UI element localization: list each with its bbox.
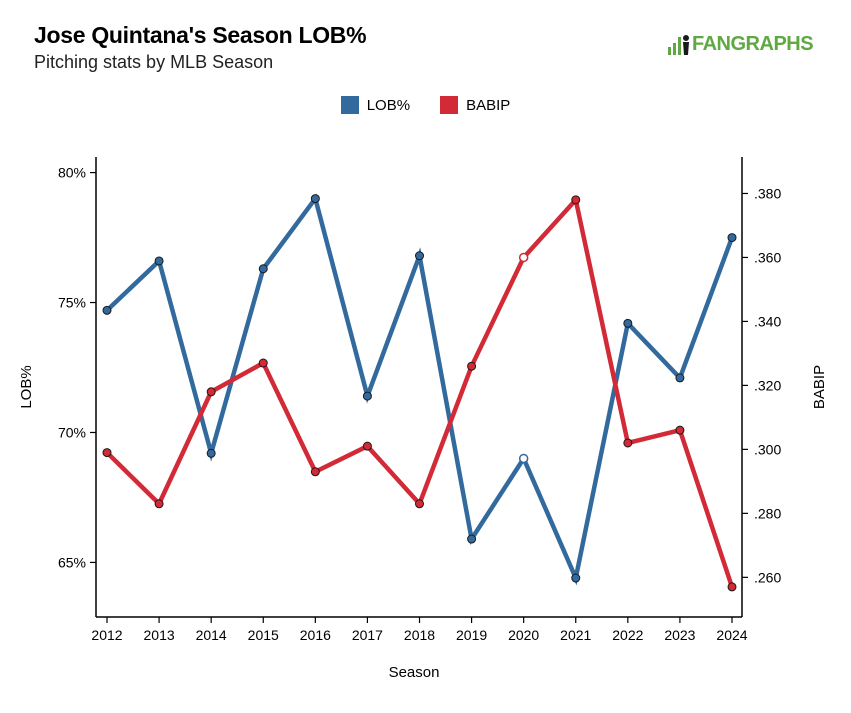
data-point-lob[interactable] bbox=[727, 233, 737, 243]
x-axis-label: Season bbox=[389, 664, 440, 681]
data-point-babip[interactable] bbox=[258, 358, 268, 368]
y-right-tick-label: .280 bbox=[754, 505, 781, 521]
y-right-tick-label: .340 bbox=[754, 313, 781, 329]
data-point-babip[interactable] bbox=[727, 582, 737, 592]
y-right-tick-label: .300 bbox=[754, 441, 781, 457]
data-point-babip[interactable] bbox=[206, 387, 216, 397]
fangraphs-wordmark: FANGRAPHS bbox=[692, 32, 814, 55]
y-left-tick-label: 75% bbox=[58, 295, 86, 311]
legend-swatch-babip bbox=[440, 96, 459, 114]
y-right-tick-label: .260 bbox=[754, 569, 781, 585]
data-point-babip[interactable] bbox=[467, 361, 477, 371]
y-left-tick-label: 65% bbox=[58, 554, 86, 570]
data-point-lob[interactable] bbox=[310, 194, 320, 204]
x-tick-label: 2019 bbox=[456, 627, 487, 643]
data-point-lob[interactable] bbox=[623, 318, 633, 328]
x-tick-label: 2020 bbox=[508, 627, 539, 643]
data-point-lob[interactable] bbox=[415, 251, 424, 261]
x-tick-label: 2018 bbox=[404, 627, 435, 643]
legend-item-lob[interactable]: LOB% bbox=[340, 96, 411, 114]
y-left-tick-label: 80% bbox=[58, 165, 86, 181]
fangraphs-bars-icon bbox=[668, 35, 689, 55]
x-tick-label: 2015 bbox=[248, 627, 279, 643]
x-tick-label: 2014 bbox=[196, 627, 227, 643]
x-tick-label: 2012 bbox=[91, 627, 122, 643]
legend-swatch-lob bbox=[340, 96, 359, 114]
data-point-babip[interactable] bbox=[415, 499, 424, 509]
y-right-tick-label: .320 bbox=[754, 377, 781, 393]
legend-label-babip: BABIP bbox=[466, 96, 511, 114]
y-axis-label-left: LOB% bbox=[18, 365, 35, 408]
data-point-lob[interactable] bbox=[675, 373, 685, 383]
data-point-lob[interactable] bbox=[154, 256, 164, 266]
data-point-lob[interactable] bbox=[102, 305, 112, 315]
chart-subtitle: Pitching stats by MLB Season bbox=[34, 52, 274, 72]
data-point-babip[interactable] bbox=[623, 438, 633, 448]
data-point-babip[interactable] bbox=[675, 425, 685, 435]
y-right-tick-label: .360 bbox=[754, 249, 781, 265]
legend-label-lob: LOB% bbox=[366, 96, 411, 114]
y-left-tick-label: 70% bbox=[58, 424, 86, 440]
y-right-tick-label: .380 bbox=[754, 185, 781, 201]
data-point-lob[interactable] bbox=[362, 391, 372, 401]
data-point-lob[interactable] bbox=[571, 573, 581, 583]
data-point-babip[interactable] bbox=[518, 252, 529, 263]
data-point-babip[interactable] bbox=[362, 441, 372, 451]
x-tick-label: 2022 bbox=[612, 627, 643, 643]
legend-item-babip[interactable]: BABIP bbox=[440, 96, 510, 114]
data-point-babip[interactable] bbox=[102, 448, 112, 458]
x-tick-label: 2023 bbox=[664, 627, 695, 643]
data-point-babip[interactable] bbox=[154, 499, 164, 509]
x-tick-label: 2021 bbox=[560, 627, 591, 643]
data-point-lob[interactable] bbox=[258, 264, 268, 274]
y-axis-label-right: BABIP bbox=[811, 365, 828, 409]
x-tick-label: 2016 bbox=[300, 627, 331, 643]
x-tick-label: 2024 bbox=[716, 627, 747, 643]
x-tick-label: 2017 bbox=[352, 627, 383, 643]
data-point-lob[interactable] bbox=[206, 448, 216, 458]
chart-title: Jose Quintana's Season LOB% bbox=[34, 22, 367, 48]
data-point-lob[interactable] bbox=[518, 453, 529, 464]
legend: LOB% BABIP bbox=[0, 96, 851, 114]
x-tick-label: 2013 bbox=[144, 627, 175, 643]
data-point-babip[interactable] bbox=[571, 195, 581, 205]
data-point-lob[interactable] bbox=[467, 534, 477, 544]
data-point-babip[interactable] bbox=[310, 467, 320, 477]
fangraphs-logo: FANGRAPHS bbox=[668, 32, 814, 55]
